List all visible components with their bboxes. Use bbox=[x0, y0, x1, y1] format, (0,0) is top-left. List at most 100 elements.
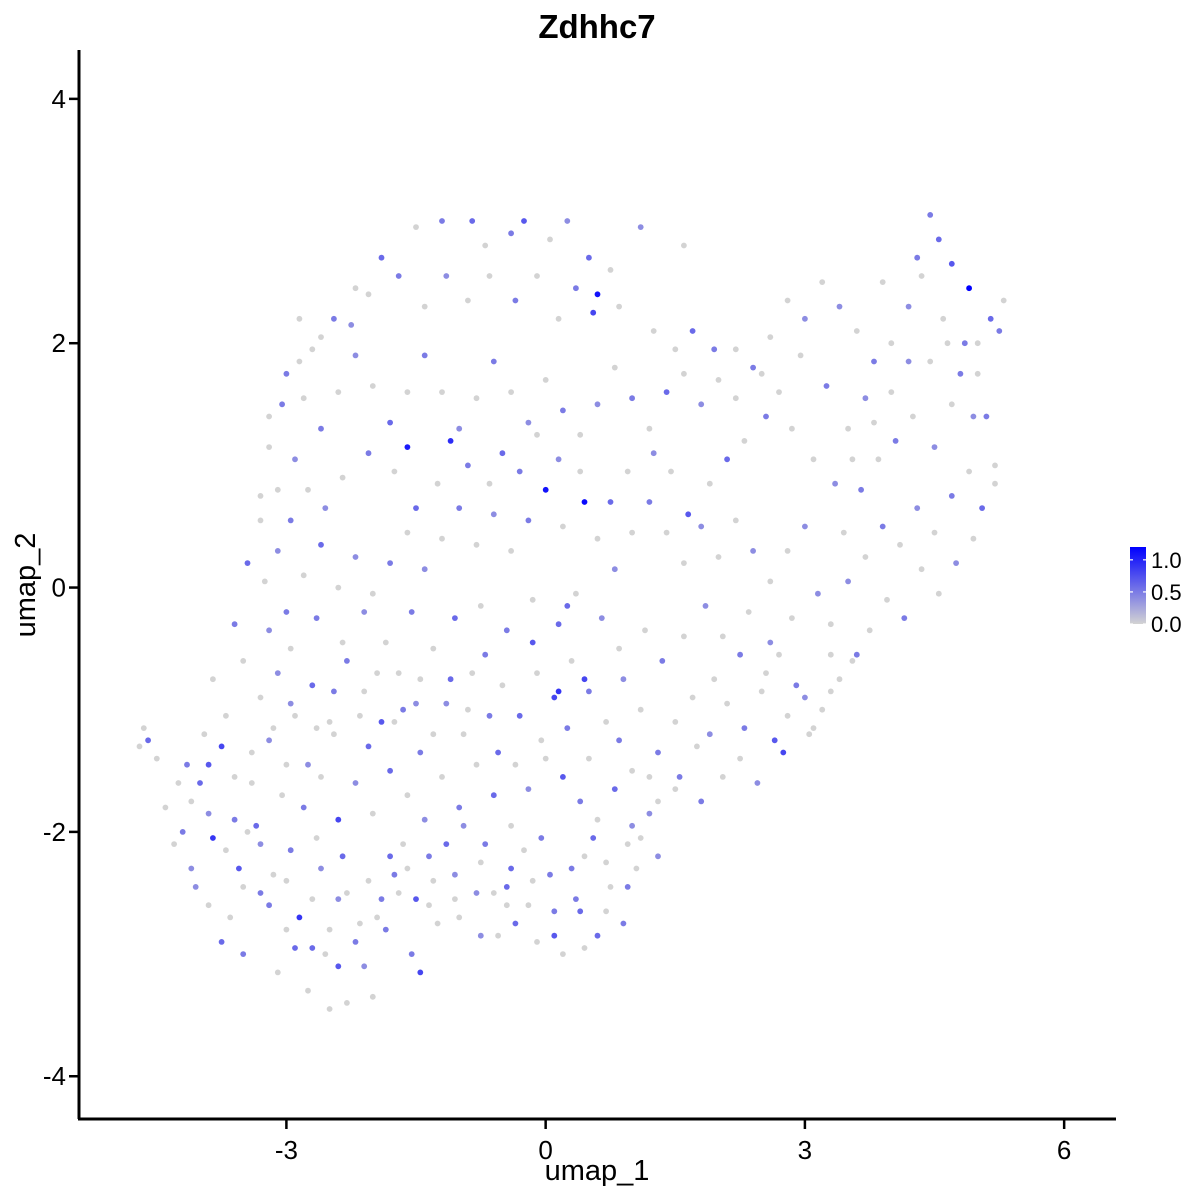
data-point bbox=[724, 700, 730, 707]
data-point bbox=[279, 792, 285, 799]
data-point bbox=[287, 700, 294, 707]
data-point bbox=[490, 890, 497, 896]
data-point bbox=[706, 480, 713, 487]
data-point bbox=[318, 541, 324, 548]
data-point bbox=[460, 731, 467, 738]
data-point bbox=[240, 658, 247, 664]
data-point bbox=[400, 841, 406, 847]
data-point bbox=[914, 254, 921, 261]
data-point bbox=[646, 425, 653, 432]
data-point bbox=[650, 328, 657, 334]
data-point bbox=[335, 816, 342, 823]
data-point bbox=[629, 395, 635, 402]
x-tick-label: 6 bbox=[1057, 1135, 1071, 1165]
data-point bbox=[555, 688, 562, 695]
chart-title: Zdhhc7 bbox=[538, 8, 655, 45]
x-axis-title: umap_1 bbox=[545, 1155, 650, 1187]
data-point bbox=[659, 658, 666, 664]
data-point bbox=[365, 291, 372, 298]
data-point bbox=[352, 939, 359, 945]
data-point bbox=[551, 932, 558, 939]
data-point bbox=[305, 987, 311, 994]
data-point bbox=[538, 737, 545, 744]
data-point bbox=[789, 425, 795, 432]
data-point bbox=[136, 743, 143, 750]
data-point bbox=[188, 798, 195, 805]
data-point bbox=[482, 651, 489, 658]
data-point bbox=[935, 590, 942, 597]
data-point bbox=[339, 639, 346, 646]
data-point bbox=[616, 303, 622, 310]
data-point bbox=[382, 926, 389, 933]
data-point bbox=[434, 480, 441, 487]
data-point bbox=[395, 670, 402, 676]
data-point bbox=[482, 841, 489, 847]
data-point bbox=[529, 877, 536, 884]
data-point bbox=[331, 688, 337, 695]
data-point bbox=[426, 853, 432, 860]
data-point bbox=[270, 725, 277, 731]
data-point bbox=[542, 377, 549, 383]
data-point bbox=[434, 920, 441, 927]
data-point bbox=[879, 523, 886, 530]
data-point bbox=[244, 560, 251, 566]
data-point bbox=[624, 468, 631, 475]
data-point bbox=[309, 346, 316, 353]
data-point bbox=[309, 682, 316, 689]
data-point bbox=[486, 480, 493, 487]
data-point bbox=[594, 291, 601, 298]
data-point bbox=[655, 749, 661, 756]
data-point bbox=[568, 865, 575, 872]
data-point bbox=[205, 761, 212, 768]
data-point bbox=[512, 761, 519, 768]
data-point bbox=[689, 694, 696, 701]
data-point bbox=[253, 822, 260, 829]
data-point bbox=[711, 346, 718, 353]
x-tick-label: 0 bbox=[538, 1135, 552, 1165]
data-point bbox=[879, 279, 886, 285]
data-point bbox=[681, 242, 687, 249]
data-point bbox=[538, 835, 545, 841]
data-point bbox=[296, 914, 303, 921]
data-point bbox=[914, 505, 921, 511]
data-point bbox=[477, 859, 484, 866]
data-point bbox=[465, 706, 471, 713]
data-point bbox=[486, 712, 493, 719]
data-point bbox=[447, 438, 454, 444]
data-point bbox=[305, 761, 311, 768]
data-point bbox=[292, 945, 298, 951]
data-point bbox=[283, 609, 290, 615]
data-point bbox=[715, 554, 722, 560]
data-point bbox=[503, 902, 510, 909]
data-point bbox=[927, 358, 934, 365]
data-point bbox=[335, 963, 342, 970]
data-point bbox=[750, 548, 756, 554]
data-point bbox=[369, 383, 376, 389]
data-point bbox=[611, 364, 618, 371]
data-point bbox=[767, 578, 774, 585]
data-point bbox=[516, 712, 523, 719]
data-point bbox=[296, 358, 303, 365]
data-point bbox=[266, 737, 272, 744]
data-point bbox=[274, 670, 281, 676]
data-point bbox=[637, 835, 644, 841]
data-point bbox=[853, 651, 860, 658]
data-point bbox=[577, 468, 584, 475]
colorbar-tick-label: 1.0 bbox=[1151, 548, 1182, 573]
data-point bbox=[257, 890, 264, 896]
data-point bbox=[408, 951, 415, 957]
y-tick-label: 2 bbox=[52, 328, 66, 358]
data-point bbox=[858, 486, 864, 493]
data-point bbox=[594, 816, 601, 823]
data-point bbox=[421, 566, 428, 573]
data-point bbox=[797, 352, 804, 359]
data-point bbox=[525, 419, 532, 426]
data-point bbox=[603, 908, 609, 915]
data-point bbox=[560, 774, 566, 780]
data-point bbox=[698, 401, 705, 408]
data-point bbox=[827, 621, 834, 628]
data-point bbox=[331, 315, 337, 322]
data-point bbox=[555, 456, 562, 463]
data-point bbox=[361, 609, 368, 615]
data-point bbox=[581, 853, 588, 860]
